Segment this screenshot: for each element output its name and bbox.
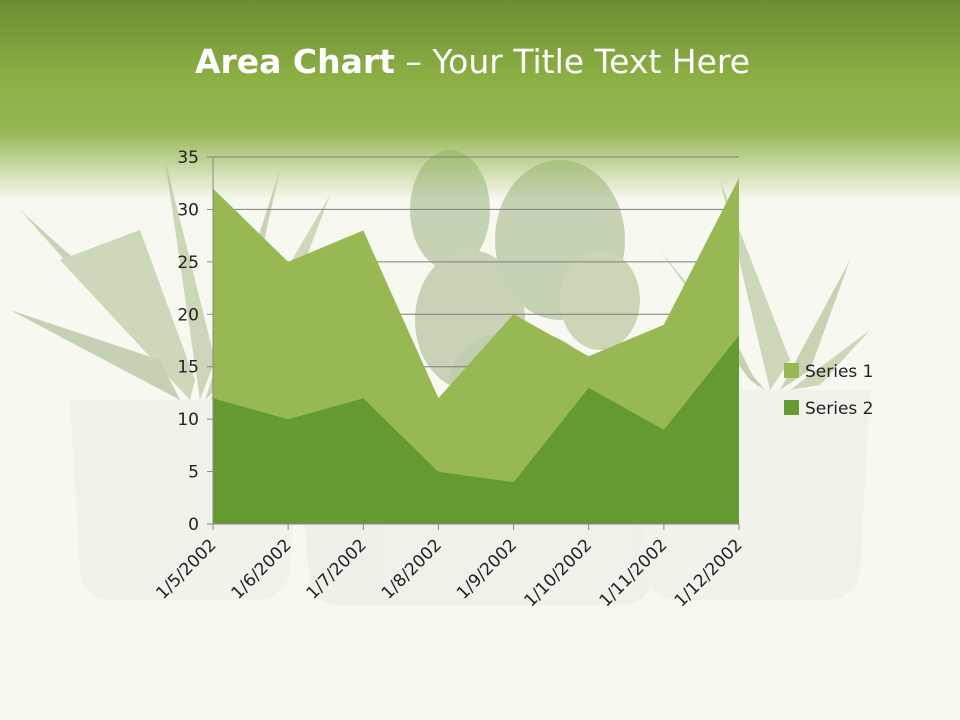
x-tick-label: 1/11/2002 bbox=[596, 535, 672, 611]
x-tick-label: 1/6/2002 bbox=[228, 535, 296, 603]
x-tick-label: 1/5/2002 bbox=[152, 535, 220, 603]
legend-label-series-2: Series 2 bbox=[805, 399, 874, 419]
y-tick-label: 10 bbox=[177, 410, 199, 430]
y-tick-label: 0 bbox=[188, 515, 199, 535]
header-band bbox=[0, 0, 960, 200]
y-tick-label: 25 bbox=[177, 253, 199, 273]
x-tick-label: 1/12/2002 bbox=[671, 535, 747, 611]
area-series-1 bbox=[213, 177, 739, 483]
legend-swatch-series-2 bbox=[784, 400, 799, 415]
x-tick-label: 1/8/2002 bbox=[378, 535, 446, 603]
slide-title-rest: – Your Title Text Here bbox=[394, 42, 751, 81]
x-tick-label: 1/7/2002 bbox=[303, 535, 371, 603]
y-tick-label: 20 bbox=[177, 305, 199, 325]
x-tick-label: 1/10/2002 bbox=[520, 535, 596, 611]
legend-label-series-1: Series 1 bbox=[805, 362, 874, 382]
y-tick-label: 5 bbox=[188, 463, 199, 483]
y-tick-label: 30 bbox=[177, 200, 199, 220]
legend-swatch-series-1 bbox=[784, 363, 799, 378]
y-tick-label: 35 bbox=[177, 148, 199, 168]
x-tick-label: 1/9/2002 bbox=[453, 535, 521, 603]
slide-title-bold: Area Chart bbox=[194, 42, 395, 81]
slide-title: Area Chart – Your Title Text Here bbox=[0, 40, 945, 84]
area-series-2 bbox=[213, 335, 739, 524]
y-tick-label: 15 bbox=[177, 358, 199, 378]
